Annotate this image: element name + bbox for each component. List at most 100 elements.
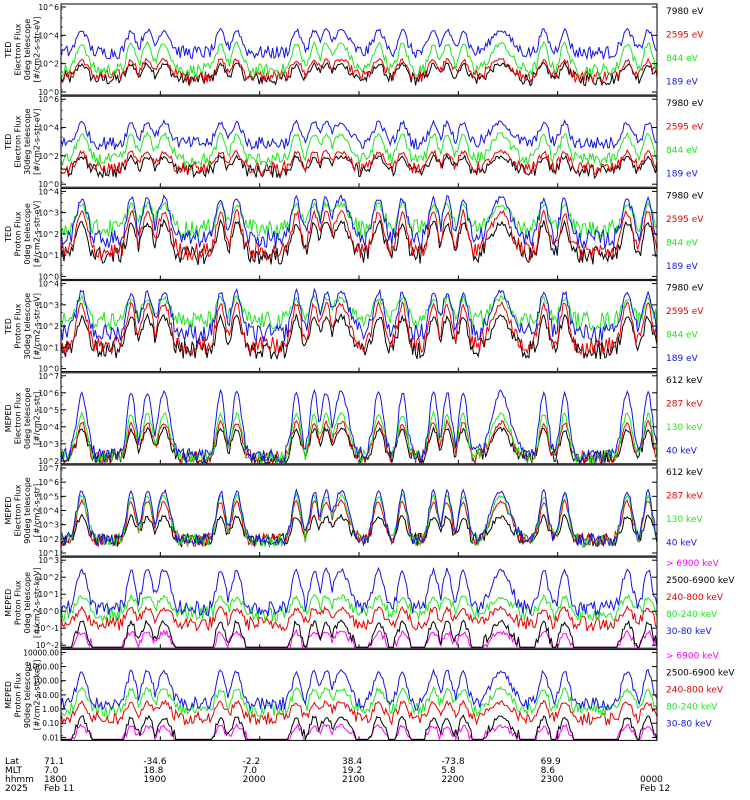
series-line-green: [60, 294, 658, 332]
x-tick-label: 71.1: [44, 757, 64, 767]
series-line-black: [60, 312, 658, 361]
y-axis-label: 0deg telescope: [23, 19, 32, 80]
y-tick-label: 10^2: [38, 230, 59, 239]
y-tick-label: 10^0: [38, 272, 59, 281]
legend-entry: 189 eV: [666, 170, 699, 180]
y-tick-label: 10^3: [38, 209, 59, 218]
x-tick-label: 7.0: [44, 766, 59, 776]
y-tick-label: 10^3: [38, 521, 59, 530]
legend-entry: 130 keV: [666, 423, 703, 433]
y-tick-label: 10^6: [38, 478, 59, 487]
y-axis-label: 0deg telescope: [23, 388, 32, 449]
series-line-green: [60, 593, 658, 623]
y-tick-label: 10.00: [38, 691, 60, 700]
y-tick-label: 10^4: [38, 31, 59, 40]
series-line-black: [60, 61, 658, 87]
legend-entry: 189 eV: [666, 354, 699, 364]
y-axis-label: MEPED: [4, 497, 13, 525]
y-tick-label: 0.10: [42, 719, 59, 728]
x-tick-label: 2100: [342, 775, 365, 785]
legend-entry: 612 keV: [666, 376, 703, 386]
y-tick-label: 10^3: [38, 440, 59, 449]
panel-4: 10^4 10^3 10^2 10^1 10^0 TED Proton Flux 30deg …: [4, 280, 704, 374]
x-tick-label: 19.2: [342, 766, 362, 776]
legend-entry: > 6900 keV: [666, 559, 720, 569]
legend-entry: 2500-6900 keV: [666, 668, 735, 678]
x-row-label: MLT: [5, 766, 23, 776]
y-tick-label: 10^1: [38, 549, 59, 558]
legend-entry: 612 keV: [666, 468, 703, 478]
series-line-green: [60, 492, 658, 548]
y-tick-label: 10^1: [38, 343, 59, 352]
y-axis-label: MEPED: [4, 589, 13, 617]
x-tick-label: 1900: [143, 775, 166, 785]
panel-8: 10000.00 1000.00 100.00 10.00 1.00 0.10 0.01 ME…: [4, 648, 735, 742]
y-axis-label: [#/cm2-s-str]: [33, 392, 42, 445]
y-axis-label: Electron Flux: [14, 23, 23, 75]
y-tick-label: 10000.00: [23, 648, 59, 657]
y-axis-label: [#/cm2-s-str-eV]: [33, 16, 42, 82]
y-axis-label: [#/cm2-s-str-eV]: [33, 109, 42, 175]
y-tick-label: 0.01: [42, 733, 59, 742]
y-tick-label: 10^2: [38, 535, 59, 544]
y-axis-label: Proton Flux: [14, 672, 23, 717]
y-tick-label: 10^2: [38, 322, 59, 331]
series-line-red: [60, 418, 658, 465]
legend-entry: 287 keV: [666, 492, 703, 502]
y-tick-label: 10^-2: [36, 641, 60, 650]
y-axis-label: Electron Flux: [14, 484, 23, 536]
y-tick-label: 10^4: [38, 280, 59, 289]
legend-entry: 240-800 keV: [666, 593, 724, 603]
legend-entry: > 6900 keV: [666, 651, 720, 661]
legend-entry: 80-240 keV: [666, 610, 718, 620]
series-line-red: [60, 208, 658, 261]
series-line-blue: [60, 388, 658, 465]
legend-entry: 844 eV: [666, 54, 699, 64]
legend-entry: 2595 eV: [666, 215, 704, 225]
y-tick-label: 10^2: [38, 573, 59, 582]
series-line-blue: [60, 668, 658, 711]
series-line-blue: [60, 119, 658, 151]
y-tick-label: 10^6: [38, 3, 59, 12]
y-axis-label: [#/cm2-s-str-keV]: [33, 567, 42, 638]
x-tick-label: 2200: [441, 775, 464, 785]
legend-entry: 7980 eV: [666, 7, 704, 17]
y-tick-label: 10^-1: [36, 624, 60, 633]
panel-3: 10^4 10^3 10^2 10^1 10^0 TED Proton Flux 0deg t…: [4, 187, 704, 281]
series-line-red: [60, 57, 658, 84]
series-line-blue: [60, 566, 658, 617]
legend-entry: 844 eV: [666, 331, 699, 341]
y-axis-label: [#/cm2-s-str]: [33, 484, 42, 537]
x-tick-label: -73.8: [441, 757, 465, 767]
x-tick-label: 18.8: [143, 766, 163, 776]
y-tick-label: 10^6: [38, 95, 59, 104]
x-tick-label: -34.6: [143, 757, 167, 767]
series-line-green: [60, 685, 658, 718]
series-line-red: [60, 148, 658, 176]
series-line-black: [61, 714, 658, 741]
y-axis-label: 90deg telescope: [23, 662, 32, 729]
y-tick-label: 1000.00: [28, 663, 59, 672]
series-line-blue: [60, 287, 658, 344]
legend-entry: 189 eV: [666, 78, 699, 88]
y-tick-label: 10^0: [38, 607, 59, 616]
y-tick-label: 10^6: [38, 389, 59, 398]
y-tick-label: 10^0: [38, 88, 59, 97]
y-tick-label: 10^2: [38, 60, 59, 69]
x-tick-label: 7.0: [243, 766, 258, 776]
panel-6: 10^7 10^6 10^5 10^4 10^3 10^2 10^1 MEPED Electro…: [4, 464, 703, 558]
y-tick-label: 10^0: [38, 365, 59, 374]
series-line-blue: [60, 487, 658, 548]
panel-2: 10^6 10^4 10^2 10^0 TED Electron Flux 30deg te…: [4, 95, 704, 189]
x-tick-label: 38.4: [342, 757, 362, 767]
x-tick-label: Feb 12: [640, 784, 670, 794]
y-axis-label: 0deg telescope: [23, 203, 32, 264]
y-tick-label: 10^4: [38, 507, 59, 516]
series-line-black: [60, 218, 658, 266]
series-line-blue: [60, 194, 658, 249]
x-row-label: Lat: [5, 757, 20, 767]
y-tick-label: 10^3: [38, 301, 59, 310]
x-tick-label: 5.8: [441, 766, 456, 776]
panel-5: 10^7 10^6 10^5 10^4 10^3 10^2 MEPED Electron Fl…: [4, 372, 703, 466]
legend-entry: 7980 eV: [666, 191, 704, 201]
